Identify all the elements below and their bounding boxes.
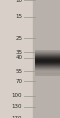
Text: 35: 35 [15,50,22,55]
Text: 10: 10 [15,0,22,2]
Bar [33,0,60,118]
Text: 25: 25 [15,36,22,41]
Text: 130: 130 [12,104,22,109]
Text: 40: 40 [15,55,22,60]
Text: 55: 55 [15,69,22,74]
Text: 170: 170 [12,116,22,118]
Text: 70: 70 [15,79,22,84]
Text: 100: 100 [12,93,22,98]
Text: 15: 15 [15,14,22,19]
